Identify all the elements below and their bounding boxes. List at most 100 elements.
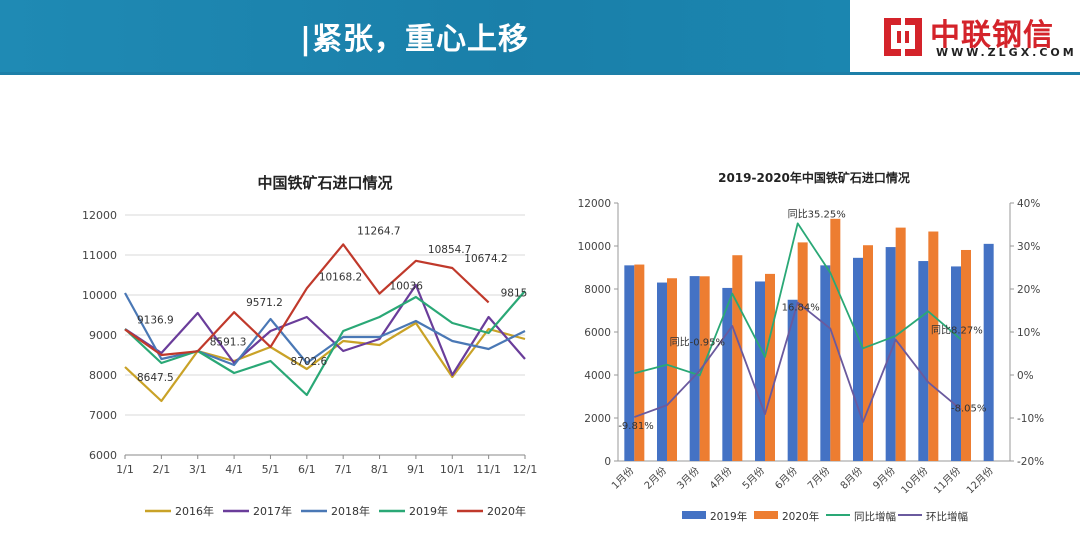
bar-2020年 <box>634 264 645 461</box>
bar-2020年 <box>928 231 939 461</box>
data-label: 9815 <box>501 287 528 299</box>
bar-2020年 <box>797 242 808 461</box>
x-tick-label: 7月份 <box>805 465 832 492</box>
logo-url: WWW.ZLGX.COM <box>936 46 1077 59</box>
y2-tick-label: 30% <box>1017 241 1040 253</box>
y-tick-label: 4000 <box>584 370 611 382</box>
x-tick-label: 4月份 <box>707 465 734 492</box>
x-tick-label: 1月份 <box>609 465 636 492</box>
series-line-2017年 <box>124 283 526 377</box>
bar-2019年 <box>853 257 863 461</box>
chart-title: 2019-2020年中国铁矿石进口情况 <box>718 170 910 185</box>
legend-label: 2016年 <box>175 504 214 518</box>
bar-2019年 <box>983 243 994 461</box>
chart-title: 中国铁矿石进口情况 <box>257 174 392 192</box>
x-tick-label: 9/1 <box>407 463 425 476</box>
data-label: 10168.2 <box>319 271 362 283</box>
series-line-环比增幅 <box>633 301 962 423</box>
y-tick-label: 9000 <box>89 329 117 342</box>
data-label: -9.81% <box>618 421 653 432</box>
x-tick-label: 2/1 <box>153 463 171 476</box>
x-tick-label: 10月份 <box>899 465 931 497</box>
data-label: 10036 <box>390 281 424 293</box>
legend-label: 2020年 <box>487 504 526 518</box>
x-tick-label: 5/1 <box>262 463 280 476</box>
legend-label: 2019年 <box>409 504 448 518</box>
bar-2019年 <box>722 287 733 461</box>
y2-tick-label: 20% <box>1017 284 1040 296</box>
bar-2019年 <box>787 299 798 461</box>
x-tick-label: 7/1 <box>334 463 352 476</box>
line-chart-iron-ore-imports: 中国铁矿石进口情况 6000 7000 8000 9000 10000 11000 12000… <box>82 174 538 518</box>
bar-2019年 <box>820 265 831 461</box>
x-tick-label: 4/1 <box>225 463 243 476</box>
page-title: |紧张，重心上移 <box>300 22 529 57</box>
data-label: 8702.6 <box>290 356 327 368</box>
data-label: 同比35.25% <box>788 208 846 220</box>
header-divider <box>0 72 1080 75</box>
x-tick-label: 10/1 <box>440 463 465 476</box>
legend-label: 2019年 <box>710 510 747 523</box>
y2-tick-label: -20% <box>1017 456 1044 468</box>
legend-label: 2018年 <box>331 504 370 518</box>
data-label: 同比-0.95% <box>670 336 725 348</box>
y-tick-label: 6000 <box>584 327 611 339</box>
data-label: -8.05% <box>951 404 986 415</box>
y-tick-label: 2000 <box>584 413 611 425</box>
x-tick-label: 12/1 <box>513 463 538 476</box>
x-tick-label: 11月份 <box>931 465 963 497</box>
x-tick-label: 9月份 <box>871 465 898 492</box>
legend-label: 同比增幅 <box>854 510 896 523</box>
series-line-同比增幅 <box>634 222 962 377</box>
x-tick-label: 11/1 <box>476 463 501 476</box>
logo-wordmark: 中联钢信 <box>930 18 1054 53</box>
bar-2019年 <box>755 281 765 461</box>
data-label: 8647.5 <box>137 372 174 384</box>
legend-swatch <box>754 511 778 519</box>
x-tick-label: 8月份 <box>838 465 865 492</box>
data-label: 9571.2 <box>246 297 283 309</box>
logo-icon <box>884 18 922 56</box>
y2-tick-label: -10% <box>1017 413 1044 425</box>
series-line-2016年 <box>124 321 526 403</box>
y-tick-label: 8000 <box>89 369 117 382</box>
bar-2020年 <box>667 278 677 461</box>
x-tick-label: 8/1 <box>371 463 389 476</box>
bar-2019年 <box>689 276 700 461</box>
bar-2019年 <box>657 282 667 461</box>
data-label: 11264.7 <box>357 225 400 237</box>
x-tick-label: 1/1 <box>116 463 134 476</box>
y-tick-label: 10000 <box>82 289 117 302</box>
y-tick-label: 7000 <box>89 409 117 422</box>
bar-2019年 <box>918 261 929 461</box>
header-banner <box>0 0 850 72</box>
y-tick-label: 10000 <box>578 241 611 253</box>
y-tick-label: 11000 <box>82 249 117 262</box>
y-tick-label: 6000 <box>89 449 117 462</box>
bar-2020年 <box>961 249 971 461</box>
x-tick-label: 3/1 <box>189 463 207 476</box>
data-label: 同比8.27% <box>931 324 983 336</box>
bar-2020年 <box>895 227 906 461</box>
legend-label: 2017年 <box>253 504 292 518</box>
bar-2020年 <box>863 245 873 461</box>
x-tick-label: 2月份 <box>642 465 669 492</box>
y-tick-label: 0 <box>604 456 611 468</box>
x-tick-label: 6/1 <box>298 463 316 476</box>
data-label: 9136.9 <box>137 315 174 327</box>
series-line-2020年 <box>124 243 490 357</box>
legend-swatch <box>682 511 706 519</box>
x-tick-label: 12月份 <box>964 465 996 497</box>
bar-2020年 <box>830 218 841 461</box>
data-label: 8591.3 <box>210 336 247 348</box>
bar-2020年 <box>699 276 710 461</box>
x-tick-label: 3月份 <box>675 465 702 492</box>
bar-2020年 <box>732 255 743 461</box>
y2-tick-label: 40% <box>1017 198 1040 210</box>
data-label: 10854.7 <box>428 244 471 256</box>
y-tick-label: 8000 <box>584 284 611 296</box>
legend-label: 2020年 <box>782 510 819 523</box>
bar-2019年 <box>624 265 635 461</box>
x-tick-label: 5月份 <box>740 465 767 492</box>
bar-2020年 <box>765 273 775 461</box>
